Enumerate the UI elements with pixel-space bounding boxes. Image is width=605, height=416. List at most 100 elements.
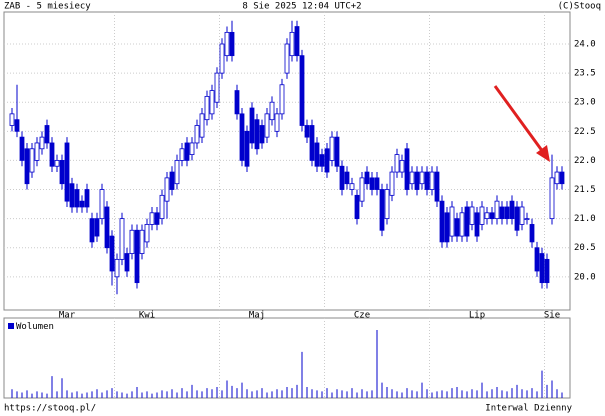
y-tick-label: 21.0 bbox=[574, 214, 596, 224]
candle-body bbox=[69, 183, 75, 208]
x-tick-label: Mar bbox=[59, 311, 76, 321]
candle-body bbox=[294, 26, 300, 57]
candle-body bbox=[34, 142, 40, 161]
x-tick-label: Cze bbox=[354, 311, 370, 321]
candle-body bbox=[404, 148, 410, 190]
chart-title: ZAB - 5 miesiecy bbox=[4, 2, 91, 12]
candle-body bbox=[489, 212, 495, 220]
candle-body bbox=[374, 177, 380, 190]
x-tick-label: Kwi bbox=[139, 311, 155, 321]
candle-body bbox=[94, 218, 100, 237]
candle-body bbox=[139, 229, 145, 254]
candle-body bbox=[399, 160, 405, 173]
x-tick-label: Lip bbox=[469, 311, 485, 321]
candle-body bbox=[559, 171, 565, 185]
volume-frame bbox=[3, 317, 571, 399]
candle-body bbox=[334, 136, 340, 167]
candle-body bbox=[114, 258, 120, 278]
candle-body bbox=[354, 194, 360, 220]
candle-body bbox=[449, 206, 455, 237]
candle-body bbox=[504, 206, 510, 220]
candle-body bbox=[349, 183, 355, 190]
candle-body bbox=[379, 189, 385, 231]
candle-body bbox=[79, 200, 85, 208]
candle-body bbox=[84, 189, 90, 208]
candle-body bbox=[104, 206, 110, 249]
candle-body bbox=[149, 212, 155, 225]
candle-body bbox=[384, 189, 390, 220]
candle-body bbox=[184, 142, 190, 161]
candle-body bbox=[309, 125, 315, 161]
candle-body bbox=[494, 200, 500, 220]
candle-body bbox=[249, 107, 255, 144]
candle-body bbox=[154, 212, 160, 225]
candle-body bbox=[109, 235, 115, 272]
candle-body bbox=[209, 90, 215, 115]
candle-body bbox=[389, 171, 395, 196]
candle-body bbox=[59, 160, 65, 185]
candle-body bbox=[484, 212, 490, 220]
x-tick-label: Sie bbox=[544, 311, 560, 321]
legend-swatch bbox=[8, 323, 14, 329]
candle-body bbox=[539, 253, 545, 284]
y-tick-label: 21.5 bbox=[574, 185, 596, 195]
candle-body bbox=[444, 212, 450, 243]
candle-body bbox=[64, 142, 70, 202]
candle-body bbox=[89, 218, 95, 243]
candle-body bbox=[409, 171, 415, 185]
candle-body bbox=[179, 148, 185, 161]
footer-left: https://stooq.pl/ bbox=[4, 404, 96, 414]
candle-body bbox=[364, 171, 370, 185]
y-tick-label: 20.0 bbox=[574, 272, 596, 282]
candle-body bbox=[269, 101, 275, 121]
candle-body bbox=[124, 253, 130, 272]
annotation-arrow bbox=[493, 85, 550, 162]
candle-body bbox=[194, 125, 200, 144]
candle-body bbox=[39, 136, 45, 150]
candle-body bbox=[414, 171, 420, 190]
candle-body bbox=[264, 113, 270, 138]
candle-body bbox=[544, 258, 550, 284]
candle-body bbox=[429, 171, 435, 190]
candle-body bbox=[529, 224, 535, 243]
candle-body bbox=[199, 113, 205, 138]
candle-body bbox=[274, 113, 280, 132]
source: (C)Stooq bbox=[558, 2, 601, 12]
candle-body bbox=[169, 171, 175, 190]
candle-body bbox=[174, 160, 180, 185]
candle-body bbox=[144, 224, 150, 243]
candle-body bbox=[344, 171, 350, 185]
arrow-shaft bbox=[493, 85, 545, 153]
candle-body bbox=[509, 200, 515, 220]
candle-body bbox=[289, 31, 295, 57]
arrow-head bbox=[536, 145, 550, 162]
y-tick-label: 24.0 bbox=[574, 40, 596, 50]
candle-body bbox=[519, 206, 525, 225]
candle-body bbox=[244, 130, 250, 167]
y-tick-label: 22.0 bbox=[574, 156, 596, 166]
candle-body bbox=[224, 31, 230, 57]
candle-body bbox=[324, 148, 330, 173]
chart-subtitle: 8 Sie 2025 12:04 UTC+2 bbox=[242, 2, 361, 12]
candle-body bbox=[9, 113, 15, 126]
candle-body bbox=[19, 136, 25, 161]
candle-body bbox=[439, 200, 445, 243]
candle-body bbox=[204, 95, 210, 121]
candle-body bbox=[424, 171, 430, 190]
footer-right: Interwal Dzienny bbox=[485, 404, 572, 414]
candle-body bbox=[254, 119, 260, 150]
candle-body bbox=[29, 148, 35, 173]
y-tick-label: 20.5 bbox=[574, 243, 596, 253]
candle-body bbox=[459, 212, 465, 237]
candle-body bbox=[474, 212, 480, 237]
candle-body bbox=[284, 43, 290, 74]
candle-body bbox=[369, 177, 375, 190]
candle-body bbox=[394, 154, 400, 173]
candle-body bbox=[159, 194, 165, 220]
candle-body bbox=[469, 206, 475, 225]
candle-body bbox=[164, 177, 170, 202]
candle-body bbox=[219, 43, 225, 74]
candle-body bbox=[229, 31, 235, 57]
candle-body bbox=[49, 142, 55, 167]
candle-body bbox=[279, 84, 285, 115]
